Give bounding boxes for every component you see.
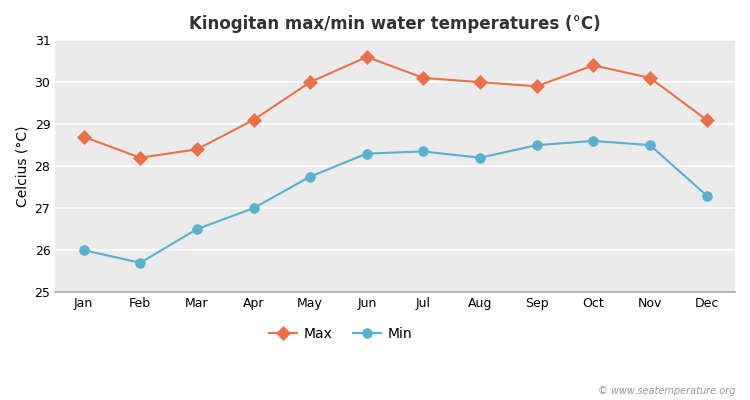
Line: Max: Max bbox=[79, 52, 712, 163]
Legend: Max, Min: Max, Min bbox=[269, 327, 413, 341]
Max bbox=[136, 155, 145, 160]
Max bbox=[589, 63, 598, 68]
Min bbox=[532, 143, 542, 148]
Min bbox=[193, 227, 202, 232]
Max bbox=[79, 134, 88, 139]
Max bbox=[702, 118, 711, 122]
Min bbox=[476, 155, 484, 160]
Max bbox=[646, 76, 655, 80]
Text: © www.seatemperature.org: © www.seatemperature.org bbox=[598, 386, 735, 396]
Title: Kinogitan max/min water temperatures (°C): Kinogitan max/min water temperatures (°C… bbox=[189, 15, 601, 33]
Min bbox=[136, 260, 145, 265]
Max bbox=[419, 76, 428, 80]
Min bbox=[306, 174, 315, 179]
Max bbox=[362, 54, 371, 59]
Min bbox=[702, 193, 711, 198]
Min bbox=[646, 143, 655, 148]
Line: Min: Min bbox=[79, 136, 712, 268]
Min bbox=[79, 248, 88, 252]
Min bbox=[362, 151, 371, 156]
Min bbox=[249, 206, 258, 210]
Min bbox=[589, 138, 598, 143]
Min bbox=[419, 149, 428, 154]
Y-axis label: Celcius (°C): Celcius (°C) bbox=[15, 125, 29, 207]
Max bbox=[249, 118, 258, 122]
Max bbox=[306, 80, 315, 84]
Max bbox=[476, 80, 484, 84]
Max bbox=[193, 147, 202, 152]
Max bbox=[532, 84, 542, 89]
